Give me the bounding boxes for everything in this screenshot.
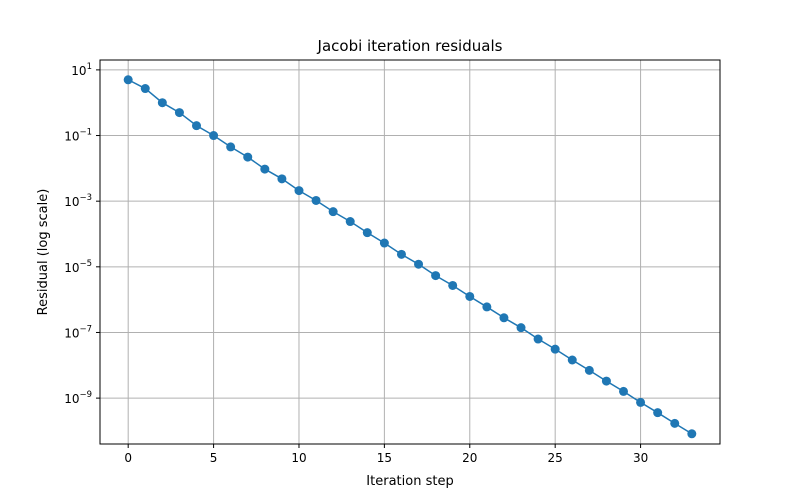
x-tick-label: 0 <box>124 451 132 465</box>
series-layer <box>123 75 697 439</box>
data-point-29 <box>618 386 628 396</box>
x-tick-label: 10 <box>291 451 306 465</box>
data-point-31 <box>653 408 663 418</box>
data-point-17 <box>414 259 424 269</box>
data-point-3 <box>174 108 184 118</box>
data-point-19 <box>448 280 458 290</box>
data-point-15 <box>379 238 389 248</box>
y-tick-label-exponent: −9 <box>79 390 92 400</box>
data-point-28 <box>601 376 611 386</box>
data-point-25 <box>550 344 560 354</box>
y-axis-label: Residual (log scale) <box>36 189 51 316</box>
x-tick-label: 5 <box>210 451 218 465</box>
x-tick-label: 30 <box>633 451 648 465</box>
data-point-4 <box>192 121 202 131</box>
y-tick-label: 10−9 <box>64 390 92 406</box>
y-tick-label: 10−1 <box>64 128 92 144</box>
y-tick-label-exponent: −7 <box>79 324 92 334</box>
y-tick-label: 10−7 <box>64 324 92 340</box>
grid-layer <box>100 60 720 444</box>
data-point-13 <box>345 217 355 227</box>
data-point-8 <box>260 164 270 174</box>
data-point-10 <box>294 186 304 196</box>
data-point-12 <box>328 207 338 217</box>
y-tick-label-base: 10 <box>64 326 79 340</box>
y-tick-label-exponent: 1 <box>87 62 92 72</box>
x-tick-label: 20 <box>462 451 477 465</box>
data-point-16 <box>396 249 406 259</box>
data-point-27 <box>584 365 594 375</box>
y-tick-label-base: 10 <box>64 195 79 209</box>
y-tick-label-base: 10 <box>71 64 86 78</box>
data-point-22 <box>499 313 509 323</box>
x-axis-label: Iteration step <box>366 474 453 489</box>
chart-title: Jacobi iteration residuals <box>317 37 503 55</box>
data-point-21 <box>482 302 492 312</box>
y-tick-label-base: 10 <box>64 130 79 144</box>
data-point-1 <box>140 84 150 94</box>
data-point-30 <box>636 397 646 407</box>
data-point-20 <box>465 291 475 301</box>
plot-frame <box>99 59 721 445</box>
x-tick-label: 15 <box>377 451 392 465</box>
data-point-23 <box>516 323 526 333</box>
data-point-18 <box>431 271 441 281</box>
y-tick-label-exponent: −1 <box>79 128 92 138</box>
y-tick-label-exponent: −5 <box>79 259 92 269</box>
x-tick-label: 25 <box>548 451 563 465</box>
data-point-11 <box>311 195 321 205</box>
data-point-14 <box>362 228 372 238</box>
y-tick-label-base: 10 <box>64 261 79 275</box>
data-point-33 <box>687 429 697 439</box>
data-point-0 <box>123 75 133 85</box>
data-point-26 <box>567 355 577 365</box>
data-point-32 <box>670 418 680 428</box>
data-point-6 <box>226 142 236 152</box>
y-tick-label: 10−5 <box>64 259 92 275</box>
y-tick-label-exponent: −3 <box>79 193 92 203</box>
data-point-24 <box>533 334 543 344</box>
y-tick-label-base: 10 <box>64 392 79 406</box>
data-point-7 <box>243 152 253 162</box>
data-point-2 <box>157 98 167 108</box>
series-line <box>127 79 693 435</box>
data-point-9 <box>277 174 287 184</box>
y-tick-label: 101 <box>71 62 92 78</box>
y-tick-label: 10−3 <box>64 193 92 209</box>
data-point-5 <box>209 131 219 141</box>
